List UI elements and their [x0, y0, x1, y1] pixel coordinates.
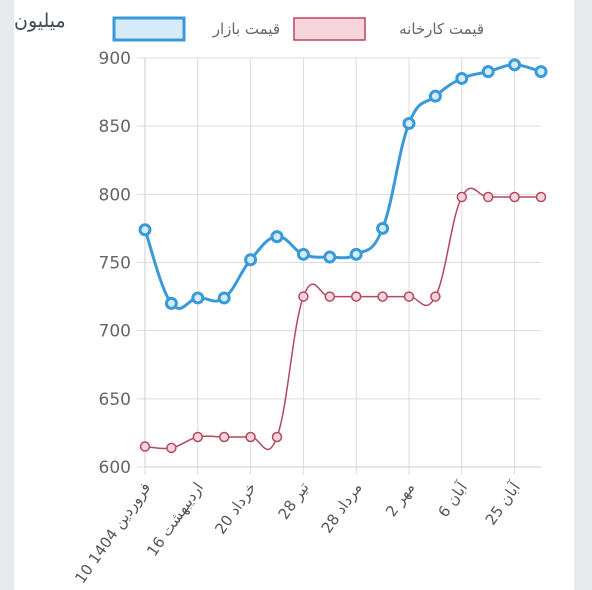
factory-price-point[interactable]	[192, 431, 204, 443]
y-tick-label: 750	[99, 254, 131, 274]
grid	[137, 57, 541, 475]
market-price-point[interactable]	[481, 65, 495, 79]
market-price-point[interactable]	[508, 58, 522, 72]
market-price-point[interactable]	[270, 230, 284, 244]
chart-card: 600 650 700 750 800 850 900 10 فروردین 1404 16 …	[14, 0, 574, 590]
x-tick-label: 28 مرداد	[318, 479, 366, 537]
y-axis-ticks: 600 650 700 750 800 850 900	[99, 49, 131, 478]
legend-item-factory[interactable]: قیمت کارخانه	[293, 17, 484, 41]
market-price-point[interactable]	[191, 291, 205, 305]
factory-price-point[interactable]	[218, 431, 230, 443]
factory-price-point[interactable]	[324, 291, 336, 302]
y-tick-label: 850	[99, 117, 131, 137]
factory-price-point[interactable]	[403, 291, 415, 302]
factory-price-point[interactable]	[456, 191, 468, 203]
factory-price-point[interactable]	[430, 291, 441, 302]
legend: قیمت کارخانه قیمت بازار	[112, 16, 484, 42]
series-layer	[138, 58, 548, 454]
legend-swatch-factory	[293, 17, 366, 41]
series-factory-price	[139, 187, 547, 454]
legend-swatch-market	[112, 16, 186, 42]
y-tick-label: 800	[99, 185, 131, 205]
x-tick-label: 28 تیر	[275, 479, 313, 523]
factory-price-point[interactable]	[271, 431, 283, 443]
market-price-point[interactable]	[428, 89, 442, 103]
market-price-point[interactable]	[349, 247, 363, 261]
factory-price-line	[144, 187, 541, 451]
x-tick-label: 6 آبان	[434, 478, 471, 520]
factory-price-point[interactable]	[535, 191, 547, 203]
factory-price-point[interactable]	[482, 191, 494, 203]
market-price-point[interactable]	[217, 291, 231, 305]
factory-price-point[interactable]	[166, 442, 177, 454]
x-tick-label: 25 آبان	[482, 478, 525, 528]
factory-price-point[interactable]	[298, 291, 309, 302]
market-price-point[interactable]	[323, 250, 337, 264]
legend-label: قیمت کارخانه	[399, 20, 484, 38]
series-market-price	[138, 58, 548, 310]
y-tick-label: 650	[99, 390, 131, 410]
factory-price-point[interactable]	[245, 431, 256, 443]
market-price-point[interactable]	[402, 116, 416, 130]
y-axis-unit-label: میلیون	[14, 10, 66, 32]
x-tick-label: 2 مهر	[382, 479, 418, 520]
market-price-point[interactable]	[534, 65, 548, 79]
market-price-point[interactable]	[138, 223, 152, 237]
factory-price-point[interactable]	[350, 291, 362, 302]
market-price-point[interactable]	[455, 71, 469, 85]
market-price-point[interactable]	[244, 253, 258, 267]
factory-price-point[interactable]	[377, 291, 388, 302]
market-price-point[interactable]	[296, 247, 310, 261]
factory-price-point[interactable]	[509, 191, 520, 203]
market-price-point[interactable]	[376, 221, 390, 235]
y-tick-label: 700	[99, 322, 131, 342]
market-price-point[interactable]	[164, 296, 178, 310]
legend-item-market[interactable]: قیمت بازار	[112, 16, 280, 42]
legend-label: قیمت بازار	[212, 20, 280, 38]
market-price-line	[143, 63, 542, 310]
x-tick-label: 10 فروردین 1404	[71, 479, 154, 587]
y-tick-label: 900	[99, 49, 131, 69]
x-tick-label: 20 خرداد	[211, 479, 260, 538]
factory-price-point[interactable]	[139, 441, 151, 452]
y-tick-label: 600	[99, 458, 131, 478]
